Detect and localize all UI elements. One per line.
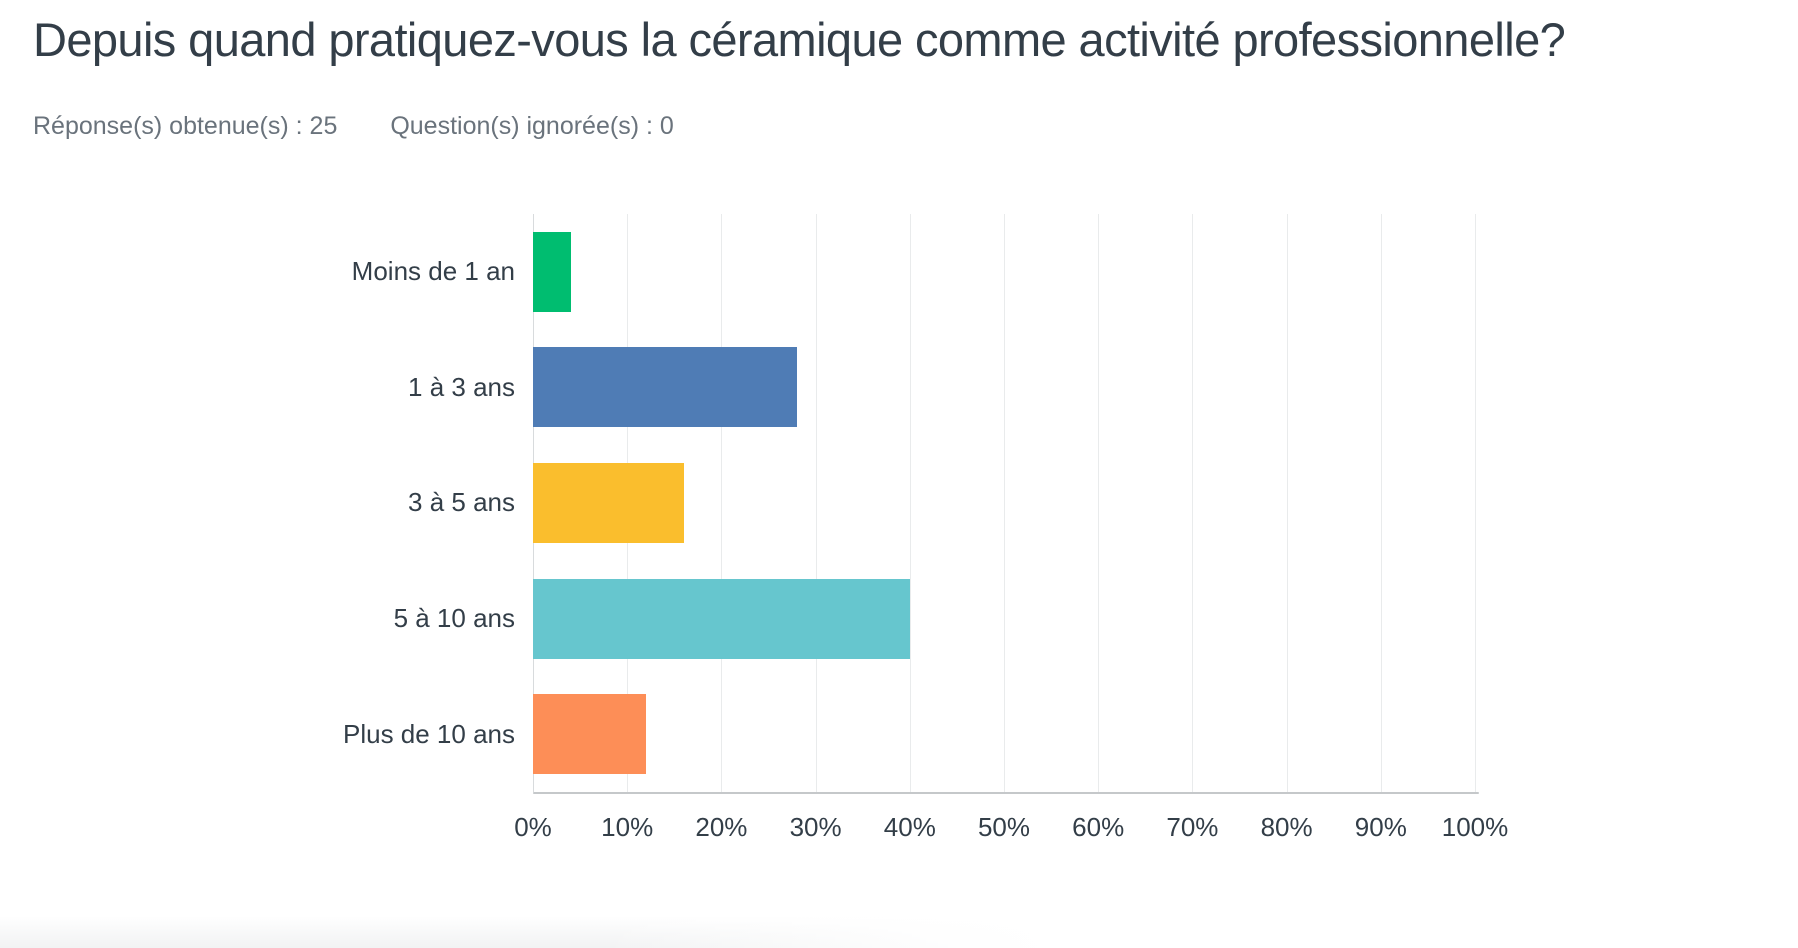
chart-bar[interactable] xyxy=(533,347,797,428)
skipped-stat: Question(s) ignorée(s) : 0 xyxy=(390,112,673,141)
gridline xyxy=(909,214,911,792)
category-labels: Moins de 1 an 1 à 3 ans 3 à 5 ans 5 à 10 an… xyxy=(0,214,515,792)
chart-bar[interactable] xyxy=(533,231,571,312)
axis-tick-label: 40% xyxy=(883,812,936,842)
gridline xyxy=(815,214,817,792)
chart-bar[interactable] xyxy=(533,694,647,775)
category-label: Plus de 10 ans xyxy=(342,718,515,749)
bar-chart: Moins de 1 an 1 à 3 ans 3 à 5 ans 5 à 10 an… xyxy=(0,214,1508,842)
gridline xyxy=(1192,214,1194,792)
skipped-value: 0 xyxy=(659,112,674,140)
category-label: 3 à 5 ans xyxy=(408,487,515,518)
card-bottom-shadow xyxy=(0,916,1090,948)
skipped-label: Question(s) ignorée(s) : xyxy=(390,112,653,140)
gridline xyxy=(1098,214,1100,792)
gridline xyxy=(721,214,723,792)
responses-label: Réponse(s) obtenue(s) : xyxy=(33,112,303,140)
stats-row: Réponse(s) obtenue(s) : 25 Question(s) i… xyxy=(33,112,674,141)
chart-bar[interactable] xyxy=(533,578,910,659)
axis-tick-label: 70% xyxy=(1166,812,1219,842)
page-title: Depuis quand pratiquez-vous la céramique… xyxy=(33,13,1566,66)
axis-tick-label: 100% xyxy=(1441,812,1509,842)
category-label: 5 à 10 ans xyxy=(393,603,515,634)
x-axis-baseline xyxy=(533,792,1479,794)
category-label: Moins de 1 an xyxy=(351,256,515,287)
axis-tick-label: 50% xyxy=(977,812,1031,842)
axis-tick-label: 90% xyxy=(1354,812,1407,842)
axis-tick-label: 80% xyxy=(1260,812,1313,842)
chart-bar[interactable] xyxy=(533,463,684,543)
gridline xyxy=(1286,214,1288,792)
axis-tick-label: 30% xyxy=(789,812,842,842)
axis-tick-label: 60% xyxy=(1072,812,1125,842)
axis-tick-label: 20% xyxy=(695,812,748,842)
axis-tick-label: 10% xyxy=(601,812,654,842)
plot-area: 0% 10% 20% 30% 40% 50% 60% 70% 80% 90% 100% xyxy=(514,214,1508,842)
gridline xyxy=(1004,214,1005,792)
responses-stat: Réponse(s) obtenue(s) : 25 xyxy=(33,112,337,141)
category-label: 1 à 3 ans xyxy=(408,371,515,402)
axis-tick-label: 0% xyxy=(514,812,552,842)
gridline xyxy=(1380,214,1382,792)
responses-value: 25 xyxy=(309,112,338,140)
gridline xyxy=(1475,214,1476,792)
